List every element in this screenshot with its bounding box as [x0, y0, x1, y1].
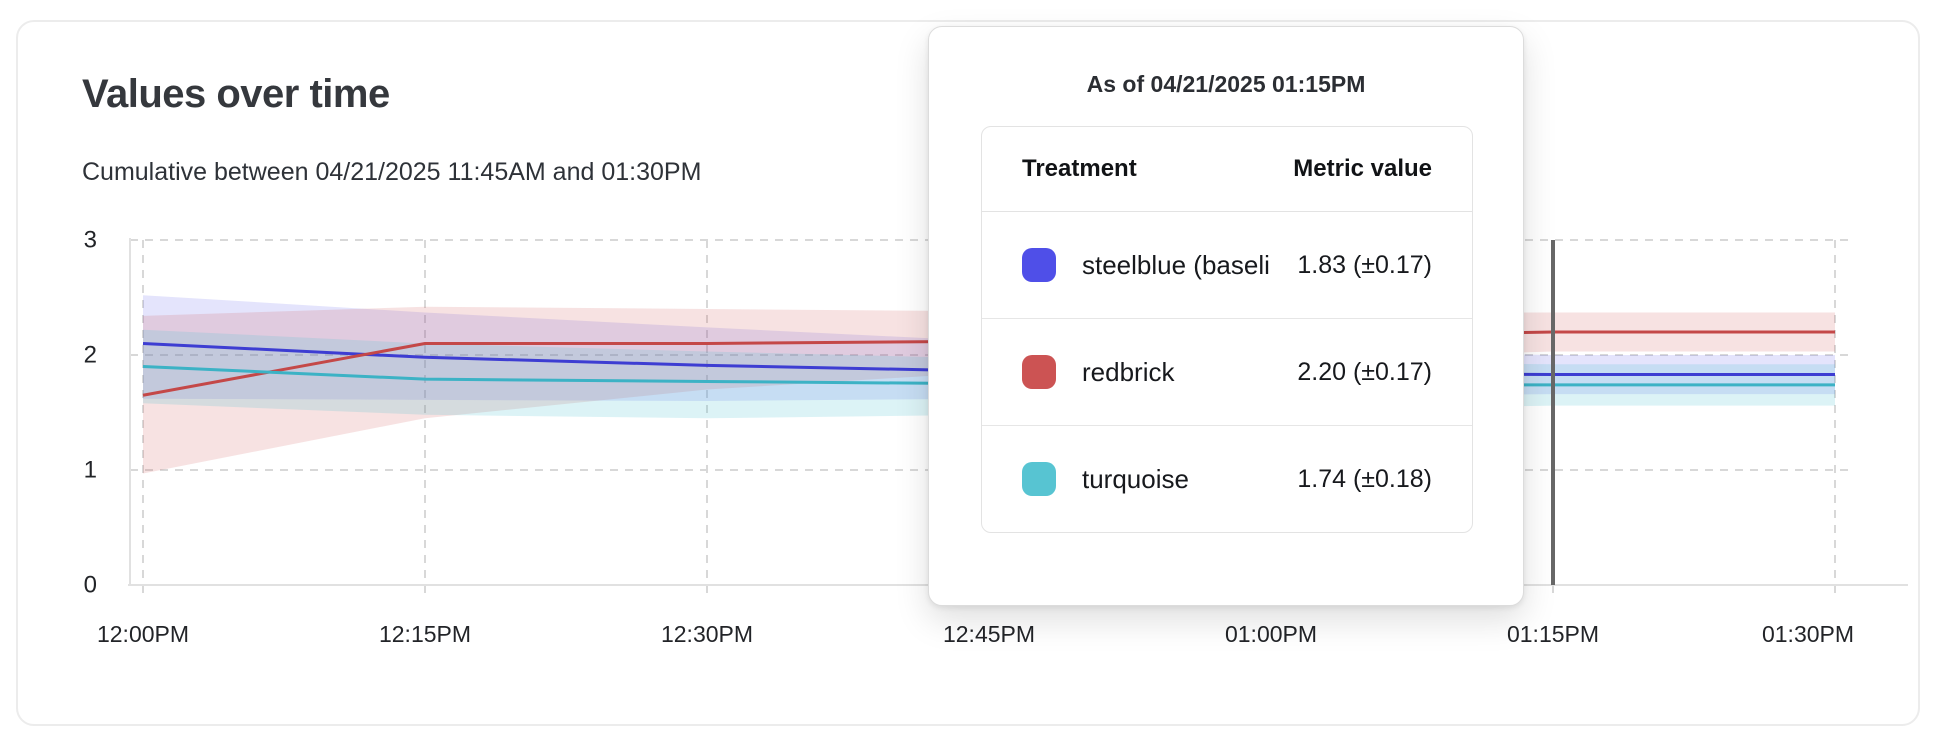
- legend-swatch-redbrick: [1022, 355, 1056, 389]
- x-tick-label: 12:15PM: [379, 621, 471, 647]
- treatment-label: redbrick: [1082, 356, 1175, 387]
- metric-value-column-header: Metric value: [1293, 155, 1432, 182]
- x-tick-label: 01:00PM: [1225, 621, 1317, 647]
- tooltip-row-turquoise: turquoise 1.74 (±0.18): [982, 426, 1472, 532]
- y-tick-label: 1: [84, 457, 97, 484]
- metric-value: 1.74 (±0.18): [1297, 464, 1432, 493]
- y-tick-label: 3: [84, 227, 97, 254]
- treatment-label: steelblue (baseli: [1082, 249, 1270, 280]
- x-tick-label: 01:30PM: [1762, 621, 1854, 647]
- x-tick-label: 01:15PM: [1507, 621, 1599, 647]
- tooltip-table-header: Treatment Metric value: [982, 127, 1472, 212]
- treatment-label: turquoise: [1082, 463, 1189, 494]
- treatment-column-header: Treatment: [1022, 155, 1137, 182]
- tooltip-row-steelblue: steelblue (baseli 1.83 (±0.17): [982, 212, 1472, 319]
- x-tick-label: 12:45PM: [943, 621, 1035, 647]
- tooltip-row-redbrick: redbrick 2.20 (±0.17): [982, 319, 1472, 426]
- y-tick-label: 0: [84, 572, 97, 599]
- chart-tooltip: As of 04/21/2025 01:15PM Treatment Metri…: [928, 26, 1524, 606]
- x-tick-label: 12:30PM: [661, 621, 753, 647]
- metric-value: 1.83 (±0.17): [1297, 250, 1432, 279]
- page-subtitle: Cumulative between 04/21/2025 11:45AM an…: [82, 158, 702, 186]
- metric-value: 2.20 (±0.17): [1297, 357, 1432, 386]
- legend-swatch-turquoise: [1022, 462, 1056, 496]
- x-tick-label: 12:00PM: [97, 621, 189, 647]
- y-tick-label: 2: [84, 342, 97, 369]
- tooltip-table: Treatment Metric value steelblue (baseli…: [981, 126, 1473, 533]
- tooltip-title: As of 04/21/2025 01:15PM: [1086, 71, 1366, 97]
- legend-swatch-steelblue: [1022, 248, 1056, 282]
- page-title: Values over time: [82, 72, 390, 116]
